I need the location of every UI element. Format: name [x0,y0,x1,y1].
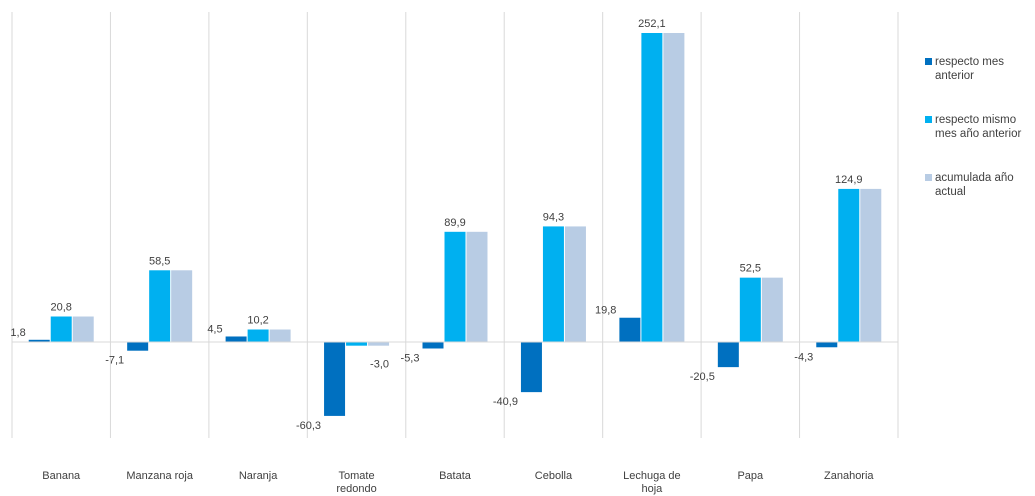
bar [838,188,860,342]
bar [717,342,739,368]
data-label: -3,0 [370,359,389,371]
bar [466,231,488,342]
x-tick-label: Cebolla [535,470,573,482]
x-tick-label: Tomate redondo [336,470,376,495]
bar [324,342,346,416]
bar [72,316,94,342]
data-label: 58,5 [149,255,170,267]
x-tick-label-line: Cebolla [535,470,573,482]
x-tick-label-line: redondo [336,483,376,495]
data-label: -7,1 [105,355,124,367]
bar [50,316,72,342]
x-tick-label-line: Zanahoria [824,470,874,482]
data-label: -60,3 [296,420,321,432]
x-tick-label-line: Batata [439,470,472,482]
data-label: -5,3 [401,352,420,364]
legend-swatch [925,58,932,65]
bar [816,342,838,348]
bar [346,342,368,346]
bar [269,329,291,342]
bar [520,342,542,393]
x-tick-label: Banana [42,470,81,482]
bar [247,329,269,342]
bar [368,342,390,346]
legend-swatch [925,174,932,181]
data-label: 252,1 [638,18,666,30]
bar [444,231,466,342]
data-label: -4,3 [794,351,813,363]
bar [860,188,882,342]
bar [619,317,641,342]
data-label: -20,5 [690,371,715,383]
legend-label: acumulada año actual [935,172,1014,198]
bar [641,33,663,342]
x-tick-label: Zanahoria [824,470,874,482]
x-tick-label-line: Banana [42,470,81,482]
x-tick-label: Papa [737,470,764,482]
legend-item-acumulada: acumulada año actual [925,171,1035,199]
x-tick-label-line: Manzana roja [126,470,194,482]
data-label: 124,9 [835,174,863,186]
legend-item-respecto-mes-anterior: respecto mes anterior [925,55,1035,83]
bar [663,33,685,342]
bar [225,336,247,342]
legend: respecto mes anterior respecto mismo mes… [925,55,1035,229]
x-tick-label: Naranja [239,470,278,482]
legend-swatch [925,116,932,123]
bar [28,339,50,342]
bar [422,342,444,349]
bar [761,277,783,342]
bar [564,226,586,342]
data-label: 94,3 [543,211,564,223]
data-label: 52,5 [740,263,761,275]
x-tick-label-line: hoja [641,483,663,495]
data-label: -40,9 [493,396,518,408]
x-tick-label: Manzana roja [126,470,194,482]
data-label: 10,2 [247,314,268,326]
data-label: 1,8 [10,327,25,339]
bar [127,342,149,351]
bar [542,226,564,342]
legend-item-respecto-mismo-mes: respecto mismo mes año anterior [925,113,1035,141]
data-label: 4,5 [207,323,222,335]
x-tick-label: Batata [439,470,472,482]
x-tick-label-line: Lechuga de [623,470,681,482]
data-label: 89,9 [444,217,465,229]
bar [739,277,761,342]
bar [149,270,171,342]
legend-label: respecto mismo mes año anterior [935,114,1022,140]
x-tick-label-line: Naranja [239,470,278,482]
x-tick-label: Lechuga de hoja [623,470,681,495]
x-tick-label-line: Papa [737,470,764,482]
data-label: 19,8 [595,305,616,317]
x-tick-label-line: Tomate [339,470,375,482]
bar [171,270,193,342]
legend-label: respecto mes anterior [935,56,1005,82]
data-label: 20,8 [51,302,72,314]
